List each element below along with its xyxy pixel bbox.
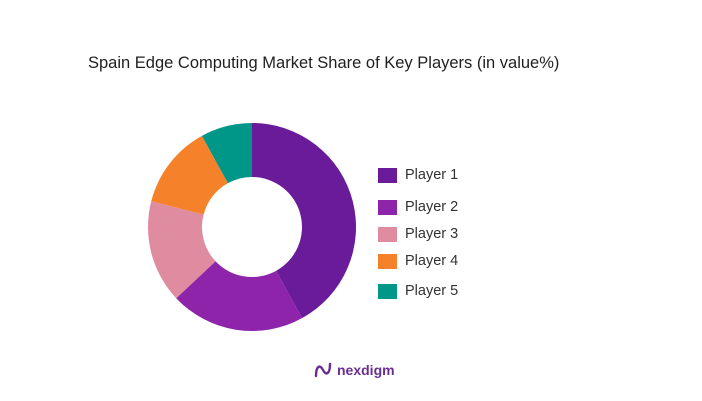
- legend-swatch: [378, 167, 397, 183]
- legend-swatch: [378, 199, 397, 215]
- legend-item-player-3: Player 3: [378, 225, 458, 243]
- legend-label: Player 4: [405, 253, 459, 269]
- legend-item-player-5: Player 5: [378, 282, 458, 300]
- legend-item-player-4: Player 4: [378, 252, 458, 270]
- chart-title: Spain Edge Computing Market Share of Key…: [88, 54, 560, 72]
- legend-label: Player 3: [405, 226, 459, 242]
- legend-label: Player 5: [405, 283, 459, 299]
- brand-name: nexdigm: [337, 362, 395, 378]
- legend-swatch: [378, 283, 397, 299]
- slice-player-3: [148, 201, 216, 299]
- slice-player-4: [151, 135, 228, 215]
- slice-player-2: [176, 261, 303, 331]
- slice-player-5: [201, 123, 252, 184]
- legend-label: Player 2: [405, 199, 459, 215]
- legend-item-player-1: Player 1: [378, 166, 458, 184]
- nexdigm-logo-icon: [314, 362, 332, 378]
- legend-swatch: [378, 253, 397, 269]
- legend-swatch: [378, 226, 397, 242]
- slice-player-1: [252, 123, 356, 319]
- legend-label: Player 1: [405, 167, 459, 183]
- legend-item-player-2: Player 2: [378, 198, 458, 216]
- brand-logo: nexdigm: [314, 362, 395, 378]
